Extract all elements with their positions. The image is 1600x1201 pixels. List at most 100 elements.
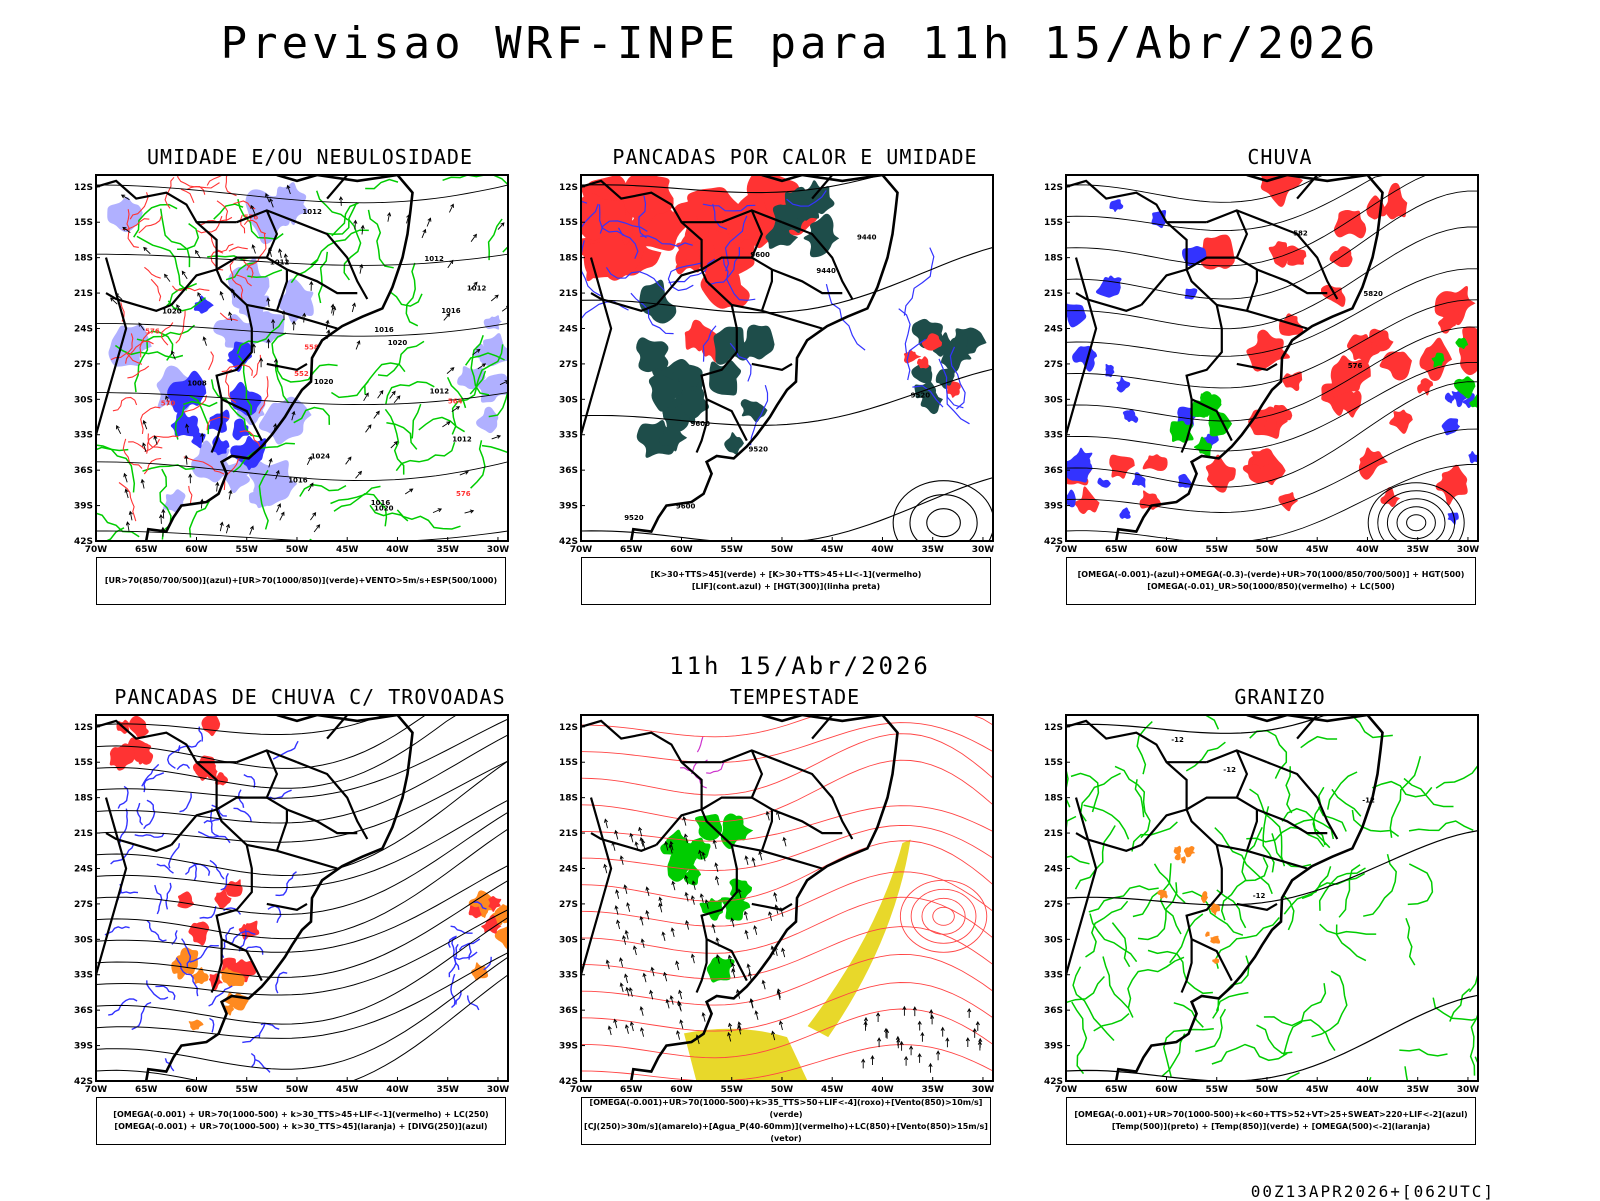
humidity-low-contour bbox=[377, 340, 425, 377]
wind850-vector bbox=[972, 1027, 977, 1038]
rain-area bbox=[1282, 371, 1303, 391]
temp850-contour bbox=[1389, 755, 1422, 838]
hgt500-contour bbox=[1066, 299, 1478, 389]
lat-tick-label: 24S bbox=[1044, 864, 1063, 874]
wind-vector bbox=[271, 318, 276, 329]
shower-area bbox=[191, 967, 209, 985]
country-border bbox=[581, 257, 613, 435]
wind-vector bbox=[278, 248, 283, 259]
lon-tick-label: 70W bbox=[85, 545, 108, 555]
humidity-low-contour bbox=[276, 361, 338, 383]
humidity-low-contour bbox=[315, 190, 349, 221]
wind-vector bbox=[377, 390, 384, 399]
country-border bbox=[266, 362, 308, 371]
panel-title: PANCADAS DE CHUVA C/ TROVOADAS bbox=[114, 685, 506, 709]
wind850-vector bbox=[904, 1055, 909, 1066]
contour-label: 1020 bbox=[374, 505, 394, 513]
wind-vector bbox=[332, 305, 337, 316]
temp850-contour bbox=[1085, 900, 1129, 958]
contour-label: 1012 bbox=[452, 435, 472, 443]
convection-unstable-area bbox=[921, 333, 942, 351]
lifted-index-contour bbox=[617, 227, 639, 259]
humidity-low-contour bbox=[247, 269, 283, 279]
pressure-isobar bbox=[96, 184, 508, 204]
country-border bbox=[296, 761, 369, 840]
wind-vector bbox=[470, 281, 478, 290]
country-border bbox=[96, 719, 253, 993]
humidity-low-contour bbox=[330, 485, 381, 505]
lifted-index-contour bbox=[638, 195, 647, 239]
thickness-contour bbox=[252, 354, 262, 379]
country-border bbox=[1266, 761, 1339, 840]
humidity-upper-area bbox=[213, 314, 260, 350]
wind850-vector bbox=[642, 972, 647, 983]
lon-tick-label: 35W bbox=[921, 1085, 944, 1095]
lon-tick-label: 60W bbox=[1155, 545, 1178, 555]
lon-tick-label: 60W bbox=[670, 545, 693, 555]
divergence-contour bbox=[104, 926, 130, 936]
omega-strong-area bbox=[1431, 352, 1445, 368]
contour-label: 552 bbox=[294, 370, 309, 378]
contour-label: 1016 bbox=[441, 307, 461, 315]
pressure-isobar bbox=[96, 322, 508, 337]
thunder-shower-area bbox=[201, 715, 221, 737]
lifted-index-contour bbox=[729, 342, 752, 382]
omega-weak-area bbox=[1066, 304, 1087, 328]
contour-label: 570 bbox=[161, 400, 176, 408]
convection-area bbox=[935, 368, 955, 389]
contour-label: 576 bbox=[145, 328, 160, 336]
lifted-index-contour bbox=[712, 203, 728, 230]
divergence-contour bbox=[154, 884, 163, 915]
legend-line: [OMEGA(-0.001)+UR>70(1000-500)+k>35_TTS>… bbox=[589, 1098, 983, 1119]
field-layer bbox=[96, 715, 508, 1081]
lat-tick-label: 12S bbox=[1044, 183, 1063, 193]
temp850-contour bbox=[1134, 779, 1145, 818]
wind-vector bbox=[138, 322, 145, 331]
panel-umidade: UMIDADE E/OU NEBULOSIDADE 1012 1012 1012 101… bbox=[60, 145, 560, 645]
wind850-vector bbox=[776, 990, 781, 1001]
lon-tick-label: 45W bbox=[336, 545, 359, 555]
thickness-contour bbox=[183, 395, 208, 413]
omega-weak-area bbox=[1441, 418, 1461, 436]
contour-label: -12 bbox=[1253, 892, 1266, 900]
temp850-contour bbox=[1338, 864, 1361, 918]
wind-vector bbox=[355, 470, 363, 479]
temp850-contour bbox=[1246, 826, 1325, 848]
wind-vector bbox=[351, 302, 356, 313]
lat-tick-label: 42S bbox=[74, 1077, 93, 1087]
temp850-contour bbox=[1173, 1002, 1204, 1028]
convection-unstable-area bbox=[676, 240, 707, 269]
wind850-vector bbox=[917, 1052, 922, 1063]
hgt500-contour bbox=[1386, 498, 1446, 541]
panel-title: PANCADAS POR CALOR E UMIDADE bbox=[612, 145, 978, 169]
lat-tick-label: 21S bbox=[1044, 829, 1063, 839]
lifted-index-contour bbox=[581, 200, 588, 204]
wind850-vector bbox=[782, 836, 787, 847]
wind850-strong-area bbox=[660, 829, 690, 864]
thickness-contour bbox=[219, 312, 238, 322]
omega500-area bbox=[1173, 845, 1182, 855]
wind850-vector bbox=[701, 1011, 706, 1022]
lon-tick-label: 50W bbox=[1256, 545, 1279, 555]
wind-vector bbox=[116, 424, 122, 435]
hgt500-contour bbox=[1406, 514, 1427, 532]
lat-tick-label: 24S bbox=[559, 864, 578, 874]
lifted-index-contour bbox=[938, 358, 964, 409]
contour-label: 9600 bbox=[750, 251, 770, 259]
divergence-contour bbox=[143, 799, 156, 830]
contour-label: 1016 bbox=[371, 499, 391, 507]
lon-tick-label: 50W bbox=[771, 1085, 794, 1095]
lon-tick-label: 40W bbox=[386, 1085, 409, 1095]
lat-tick-label: 12S bbox=[74, 183, 93, 193]
omega-weak-area bbox=[1447, 512, 1459, 525]
rain-area bbox=[1260, 175, 1303, 207]
wind850-vector bbox=[861, 1058, 866, 1069]
wind850-strong-area bbox=[695, 814, 723, 841]
wind850-vector bbox=[699, 893, 704, 903]
wind850-vector bbox=[624, 1024, 629, 1034]
country-border bbox=[781, 761, 854, 840]
wind850-vector bbox=[619, 855, 624, 865]
wind-vector bbox=[360, 224, 365, 235]
wind850-vector bbox=[773, 891, 778, 902]
wind-vector bbox=[170, 350, 176, 360]
